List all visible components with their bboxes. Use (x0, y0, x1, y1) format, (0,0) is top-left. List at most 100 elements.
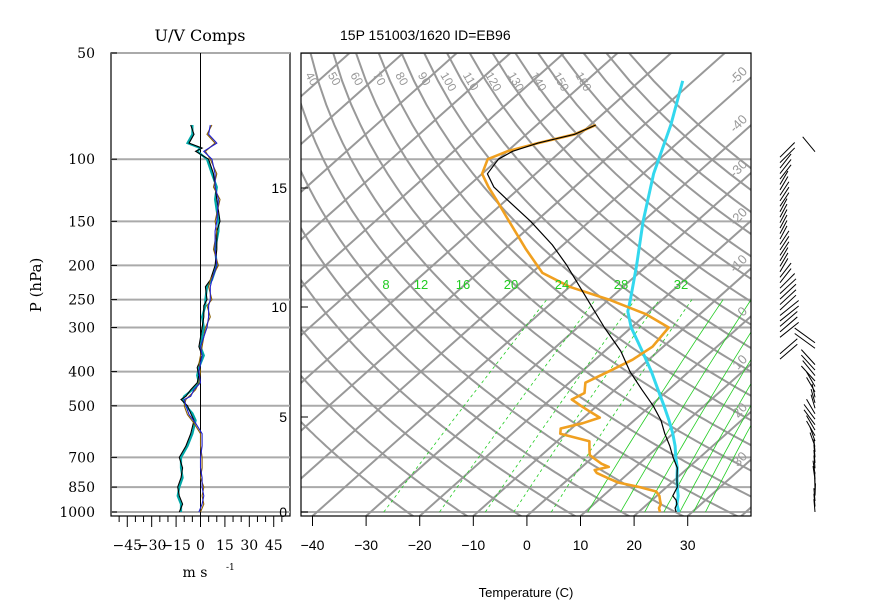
uv-x-tick-label: −45 (112, 538, 142, 554)
wind-barb (779, 338, 798, 355)
wind-barb (779, 203, 788, 218)
temperature-axis-label: Temperature (C) (479, 585, 574, 600)
wind-barb (802, 360, 816, 376)
skew-dry-adiabat (309, 53, 751, 498)
temperature-x-tick-label: −40 (301, 537, 325, 553)
wind-barb-column (779, 136, 816, 513)
wind-barb (810, 389, 816, 403)
skew-dry-adiabat (377, 53, 751, 422)
skew-isotherm-line (301, 76, 751, 480)
y-axis-label: P (hPa) (27, 258, 45, 313)
skew-profile-series (480, 80, 685, 513)
skew-isotherm-line (301, 53, 512, 241)
mixing-ratio-label: 20 (504, 277, 518, 292)
skew-dry-adiabat (468, 53, 751, 326)
skew-isotherm-line (301, 53, 405, 146)
skew-isotherm-line (364, 171, 751, 516)
wind-barb (779, 247, 789, 262)
skew-mixing-ratio-lines (383, 299, 751, 513)
uv-x-axis-label: m s (183, 565, 208, 581)
temperature-x-tick-label: 20 (626, 537, 642, 553)
wind-barb (779, 209, 788, 223)
skew-dry-adiabat (560, 53, 751, 236)
height-tick-label: 5 (279, 409, 287, 425)
temperature-x-tick-label: −20 (408, 537, 432, 553)
height-tick-labels: 0 5 10 15 (271, 180, 308, 520)
wind-barb (779, 273, 796, 289)
mixing-ratio-label: 32 (674, 277, 688, 292)
wind-barb (809, 432, 816, 447)
skew-mixing-ratio-line (705, 424, 751, 513)
dry-adiabat-label: 50 (325, 70, 344, 89)
skew-isotherm-line (686, 458, 751, 516)
skew-isotherm-line (301, 53, 727, 433)
skew-mixing-ratio-line (439, 299, 596, 513)
skew-isotherm-line (301, 53, 459, 194)
wind-barb (779, 164, 792, 180)
pressure-tick-label: 150 (68, 214, 95, 230)
wind-barb (779, 198, 788, 213)
sounding-title: 15P 151003/1620 ID=EB96 (340, 27, 511, 43)
mixing-ratio-label: 8 (382, 277, 389, 292)
wind-barb (779, 252, 789, 267)
wind-barb (812, 466, 816, 480)
wind-barb (800, 349, 816, 365)
skew-dry-adiabat (514, 53, 751, 281)
wind-barb (779, 181, 790, 196)
wind-barb (779, 316, 798, 333)
wind-barb (779, 147, 796, 163)
uv-x-tick-label: 30 (240, 538, 258, 554)
wind-barb (779, 311, 798, 327)
dry-adiabat-label: 90 (415, 70, 434, 89)
skew-dry-adiabat (301, 226, 631, 516)
wind-barb (806, 420, 816, 436)
uv-x-tick-label: −30 (137, 538, 167, 554)
mixing-ratio-label: 24 (555, 277, 569, 292)
dry-adiabat-label: 120 (482, 70, 504, 95)
skew-t-panel: 15P 151003/1620 ID=EB96 40 50 60 70 80 90 100 1… (271, 27, 752, 600)
skew-mixing-ratio-line (513, 299, 660, 513)
height-tick-label: 10 (271, 299, 287, 315)
skew-mixing-ratio-line (693, 404, 751, 513)
skew-isotherm-lines (301, 53, 751, 516)
wind-barb (779, 300, 799, 316)
wind-barb (803, 404, 816, 420)
uv-component-line (176, 125, 220, 512)
skew-profile-line (486, 124, 678, 513)
wind-barb (803, 409, 816, 425)
uv-component-line (177, 124, 221, 513)
skew-dry-adiabat-curves (301, 53, 751, 516)
uv-components-panel: −45−30−15 0 15 30 45 U/V Comps m s -1 P (hPa… (27, 26, 291, 581)
skew-isotherm-line (739, 506, 751, 516)
wind-barb (779, 258, 789, 273)
pressure-tick-label: 300 (68, 321, 95, 337)
pressure-tick-labels: 50 100 150 200 250 300 400 500 700 850 1000 (59, 46, 95, 521)
dry-adiabat-label: 130 (505, 70, 527, 95)
pressure-tick-label: 200 (68, 258, 95, 274)
dry-adiabat-label: 40 (302, 70, 321, 89)
uv-x-tick-label: 0 (196, 538, 205, 554)
mixing-ratio-label: 16 (456, 277, 470, 292)
temperature-x-tick-label: 10 (573, 537, 589, 553)
wind-barb (779, 343, 798, 360)
wind-barb (779, 236, 790, 251)
skew-dry-adiabat (491, 53, 751, 303)
skew-dry-adiabat (301, 420, 415, 516)
skew-isotherm-line (418, 219, 751, 516)
height-tick-label: 15 (271, 180, 287, 196)
pressure-tick-label: 250 (68, 293, 95, 309)
temperature-x-tick-label: 30 (680, 537, 696, 553)
uv-series (176, 124, 221, 513)
pressure-tick-label: 850 (68, 480, 95, 496)
skew-isotherm-line (301, 53, 673, 385)
skew-isotherm-line (632, 410, 751, 516)
wind-barb (802, 136, 816, 153)
wind-barb (779, 170, 789, 185)
skew-isotherm-line (301, 53, 620, 337)
dry-adiabat-label: 110 (460, 70, 482, 94)
wind-barb (779, 262, 792, 278)
wind-barb (779, 220, 788, 234)
wind-barb (810, 394, 816, 409)
